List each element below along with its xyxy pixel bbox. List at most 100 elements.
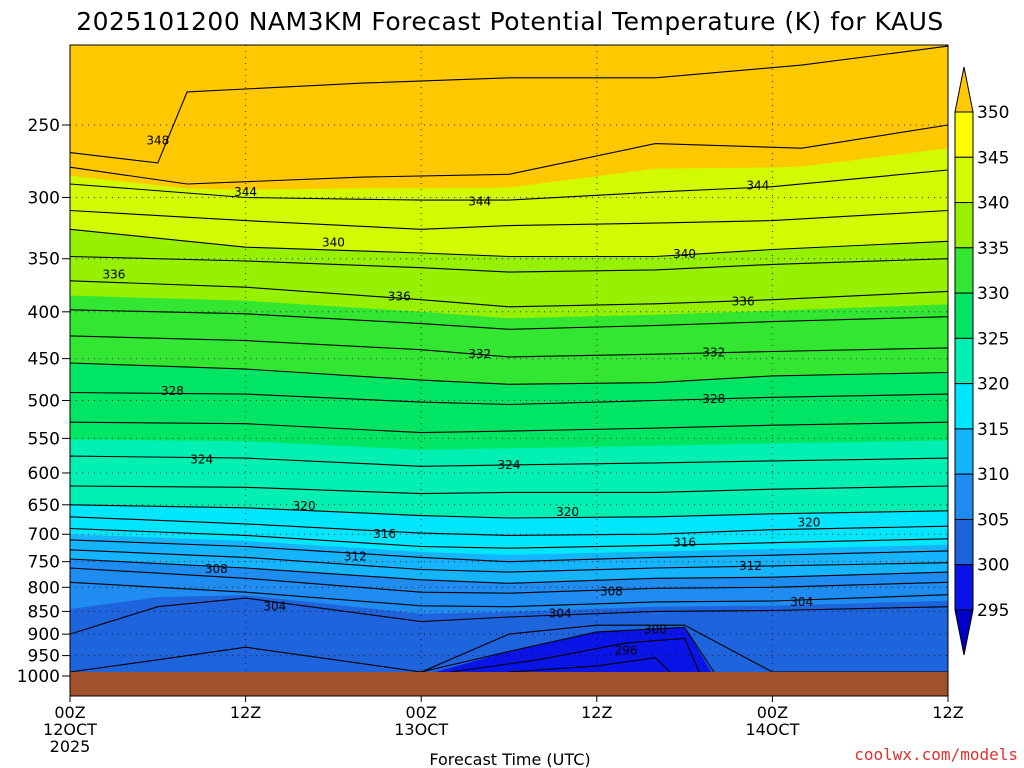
contour-308 [69,567,949,594]
contour-348 [69,45,949,164]
y-tick-label-700: 700 [28,525,60,545]
colorbar-label-325: 325 [977,329,1009,349]
contour-label-324: 324 [498,458,521,472]
contour-label-344: 344 [468,194,491,208]
contour-label-320: 320 [293,499,316,513]
y-tick-label-400: 400 [28,303,60,323]
contour-label-320: 320 [798,516,821,530]
colorbar-box-330 [954,247,974,294]
y-tick-label-450: 450 [28,350,60,370]
contour-346 [69,124,949,185]
colorbar-label-300: 300 [977,556,1009,576]
contour-334 [69,309,949,330]
colorbar-label-345: 345 [977,148,1009,168]
contour-320 [69,504,949,519]
colorbar-label-315: 315 [977,420,1009,440]
contour-label-344: 344 [746,178,769,192]
ground-below-surface [70,672,948,696]
contour-316 [69,527,949,549]
contour-342 [69,209,949,230]
colorbar-bottom-arrow [954,609,974,656]
contour-label-328: 328 [161,384,184,398]
x-tick-label-h0-3: 2025 [50,737,91,756]
fill-band-305 [70,595,948,696]
contour-label-320: 320 [556,505,579,519]
contour-338 [69,255,949,273]
x-tick-label-h60-1: 12Z [932,703,963,722]
contour-label-316: 316 [673,536,696,550]
y-tick-label-750: 750 [28,553,60,573]
y-tick-label-250: 250 [28,116,60,136]
colorbar-label-335: 335 [977,239,1009,259]
x-tick-label-h12-1: 12Z [230,703,261,722]
contour-label-312: 312 [344,549,367,563]
contour-322 [69,485,949,495]
colorbar-box-340 [954,156,974,204]
contour-label-336: 336 [732,295,755,309]
colorbar-label-340: 340 [977,194,1009,214]
filled-contours [70,45,948,697]
y-tick-label-850: 850 [28,602,60,622]
contour-312 [69,549,949,573]
chart-title: 2025101200 NAM3KM Forecast Potential Tem… [76,7,944,36]
contour-label-348: 348 [146,134,169,148]
contour-306 [69,581,949,608]
x-tick-label-h48-2: 14OCT [745,720,799,739]
contour-label-316: 316 [373,527,396,541]
colorbar-label-295: 295 [977,601,1009,621]
contour-label-304: 304 [549,607,572,621]
contour-340 [69,228,949,258]
colorbar-box-345 [954,111,974,158]
y-tick-label-900: 900 [28,625,60,645]
contour-label-340: 340 [673,247,696,261]
y-tick-label-650: 650 [28,496,60,516]
y-tick-label-600: 600 [28,464,60,484]
colorbar-label-310: 310 [977,465,1009,485]
colorbar-label-305: 305 [977,510,1009,530]
contour-label-340: 340 [322,236,345,250]
y-axis-ticks: 250 300 350 400 450 500 550 600 650 700 750 800 850 9… [17,116,70,687]
contour-label-336: 336 [102,267,125,281]
colorbar-label-320: 320 [977,375,1009,395]
contour-332 [69,335,949,358]
contour-label-328: 328 [702,392,725,406]
contour-labels: 348 344 344 344 340 340 336 336 336 332 332 328 328 3… [102,134,820,658]
contour-336 [69,280,949,308]
contour-label-300: 300 [644,623,667,637]
y-tick-label-950: 950 [28,647,60,667]
contour-label-324: 324 [190,452,213,466]
x-tick-label-h0-1: 00Z [54,703,85,722]
colorbar-label-350: 350 [977,103,1009,123]
colorbar-top-arrow [954,66,974,113]
contour-lines [69,45,949,673]
y-tick-label-550: 550 [28,429,60,449]
colorbar-box-335 [954,202,974,249]
x-tick-label-h36-1: 12Z [581,703,612,722]
colorbar-box-320 [954,337,974,385]
colorbar-label-330: 330 [977,284,1009,304]
colorbar-box-300 [954,518,974,566]
x-tick-label-h48-1: 00Z [757,703,788,722]
colorbar-box-305 [954,473,974,520]
x-tick-label-h24-1: 00Z [406,703,437,722]
contour-label-304: 304 [263,600,286,614]
contour-label-344: 344 [234,185,257,199]
colorbar-box-295 [954,564,974,611]
plot-frame [69,44,949,697]
colorbar-box-310 [954,428,974,475]
y-tick-label-1000: 1000 [17,667,60,687]
contour-label-312: 312 [739,559,762,573]
contour-label-332: 332 [702,345,725,359]
y-tick-label-500: 500 [28,392,60,412]
y-tick-label-800: 800 [28,578,60,598]
contour-label-308: 308 [600,584,623,598]
x-tick-label-h0-2: 12OCT [43,720,97,739]
contour-label-308: 308 [205,562,228,576]
contour-298 [450,637,700,673]
contour-330 [69,362,949,385]
contour-310 [69,558,949,584]
contour-300 [421,626,715,673]
x-axis-label: Forecast Time (UTC) [429,750,590,768]
